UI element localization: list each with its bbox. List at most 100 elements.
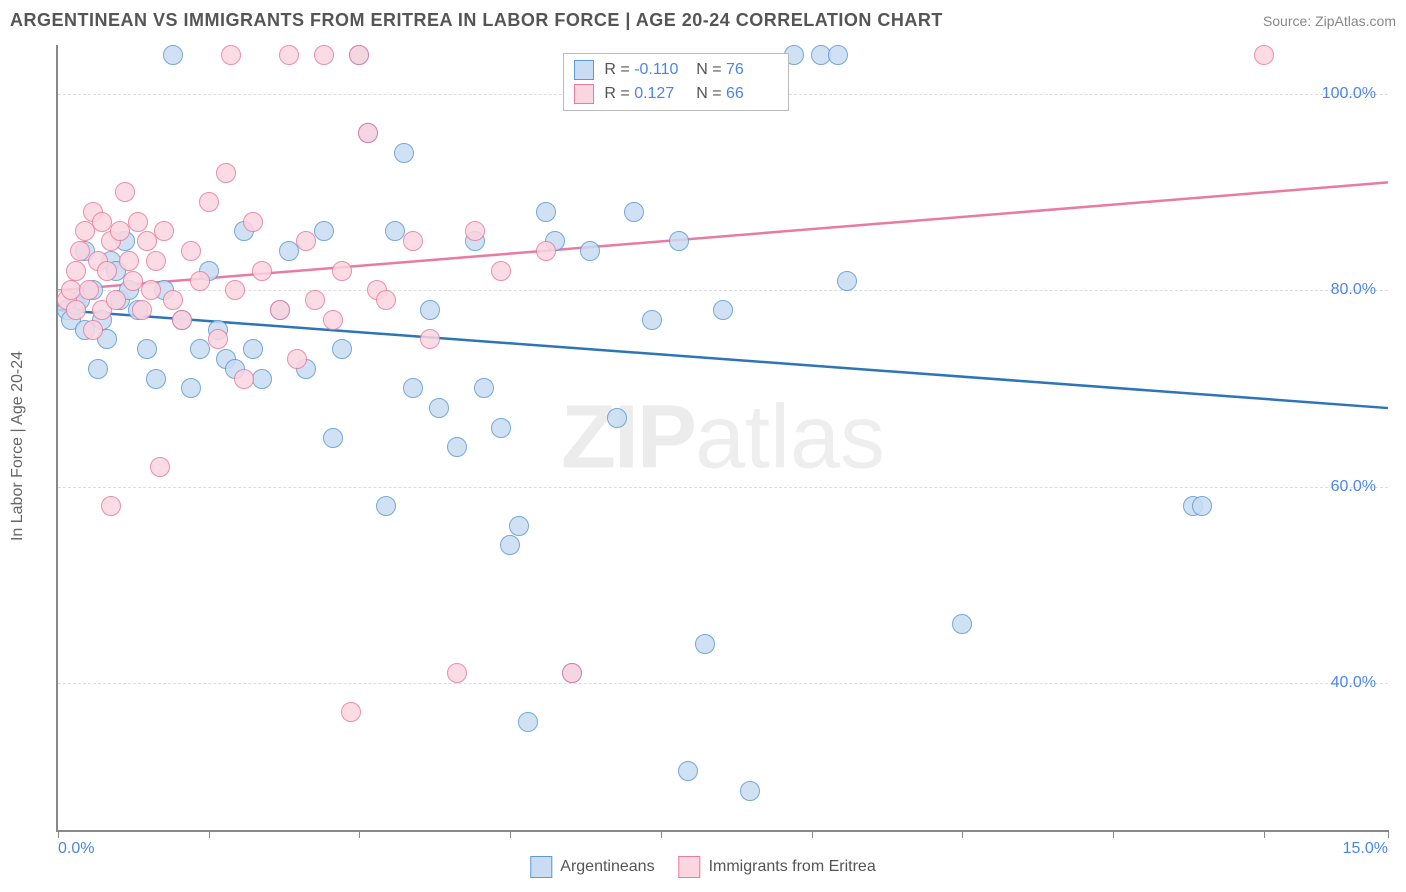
scatter-point [491,261,511,281]
scatter-point [243,339,263,359]
scatter-point [146,369,166,389]
scatter-point [420,300,440,320]
y-tick-label: 80.0% [1331,281,1376,299]
y-axis-label: In Labor Force | Age 20-24 [9,351,27,541]
scatter-point [500,535,520,555]
scatter-point [429,398,449,418]
n-label: N = 66 [696,85,778,103]
scatter-point [287,349,307,369]
scatter-point [101,496,121,516]
correlation-legend: R = -0.110N = 76 R = 0.127 N = 66 [563,53,789,111]
scatter-point [66,300,86,320]
legend-swatch [530,856,552,878]
chart-title: ARGENTINEAN VS IMMIGRANTS FROM ERITREA I… [10,10,943,31]
scatter-point [234,369,254,389]
scatter-point [88,359,108,379]
scatter-point [106,290,126,310]
scatter-point [146,251,166,271]
scatter-point [97,261,117,281]
scatter-point [314,221,334,241]
scatter-point [509,516,529,536]
scatter-point [394,143,414,163]
scatter-point [828,45,848,65]
legend-swatch [574,60,594,80]
scatter-point [75,221,95,241]
scatter-point [110,221,130,241]
scatter-point [358,123,378,143]
x-tick-mark [1264,830,1265,838]
scatter-point [491,418,511,438]
scatter-point [199,192,219,212]
x-tick-mark [661,830,662,838]
stat-legend-row: R = 0.127 N = 66 [574,82,778,106]
scatter-point [376,496,396,516]
scatter-point [305,290,325,310]
header: ARGENTINEAN VS IMMIGRANTS FROM ERITREA I… [10,10,1396,31]
y-tick-label: 60.0% [1331,478,1376,496]
scatter-point [536,202,556,222]
gridline-h [58,290,1388,291]
scatter-point [137,339,157,359]
scatter-point [837,271,857,291]
scatter-point [208,329,228,349]
scatter-point [580,241,600,261]
scatter-point [332,261,352,281]
scatter-point [141,280,161,300]
scatter-point [270,300,290,320]
scatter-point [163,290,183,310]
scatter-point [952,614,972,634]
scatter-point [341,702,361,722]
scatter-point [279,45,299,65]
scatter-point [447,437,467,457]
y-tick-label: 100.0% [1322,85,1376,103]
scatter-point [279,241,299,261]
series-legend: Argentineans Immigrants from Eritrea [530,856,875,878]
source-label: Source: ZipAtlas.com [1263,13,1396,29]
scatter-point [1192,496,1212,516]
scatter-point [190,271,210,291]
scatter-point [332,339,352,359]
legend-swatch [679,856,701,878]
scatter-point [323,310,343,330]
scatter-point [79,280,99,300]
gridline-h [58,487,1388,488]
scatter-point [132,300,152,320]
scatter-point [119,251,139,271]
r-label: R = 0.127 [604,85,686,103]
scatter-point [465,221,485,241]
scatter-point [154,221,174,241]
stat-legend-row: R = -0.110N = 76 [574,58,778,82]
legend-item: Argentineans [530,856,654,878]
scatter-point [252,369,272,389]
x-tick-mark [962,830,963,838]
scatter-point [221,45,241,65]
scatter-point [420,329,440,349]
r-label: R = -0.110 [604,61,686,79]
trend-lines [58,45,1388,830]
scatter-point [349,45,369,65]
scatter-point [562,663,582,683]
scatter-point [243,212,263,232]
scatter-point [225,280,245,300]
scatter-point [323,428,343,448]
scatter-point [376,290,396,310]
scatter-point [314,45,334,65]
x-tick-mark [58,830,59,838]
x-tick-mark [1388,830,1389,838]
x-tick-mark [1113,830,1114,838]
scatter-point [172,310,192,330]
chart-area: ZIPatlas 40.0%60.0%80.0%100.0%0.0%15.0% … [56,45,1388,832]
x-tick-label: 0.0% [58,840,94,858]
legend-item: Immigrants from Eritrea [679,856,876,878]
scatter-point [137,231,157,251]
scatter-point [403,378,423,398]
scatter-point [181,378,201,398]
scatter-point [150,457,170,477]
scatter-point [447,663,467,683]
legend-label: Immigrants from Eritrea [709,858,876,876]
gridline-h [58,683,1388,684]
scatter-point [83,320,103,340]
scatter-point [252,261,272,281]
scatter-point [115,182,135,202]
scatter-point [678,761,698,781]
